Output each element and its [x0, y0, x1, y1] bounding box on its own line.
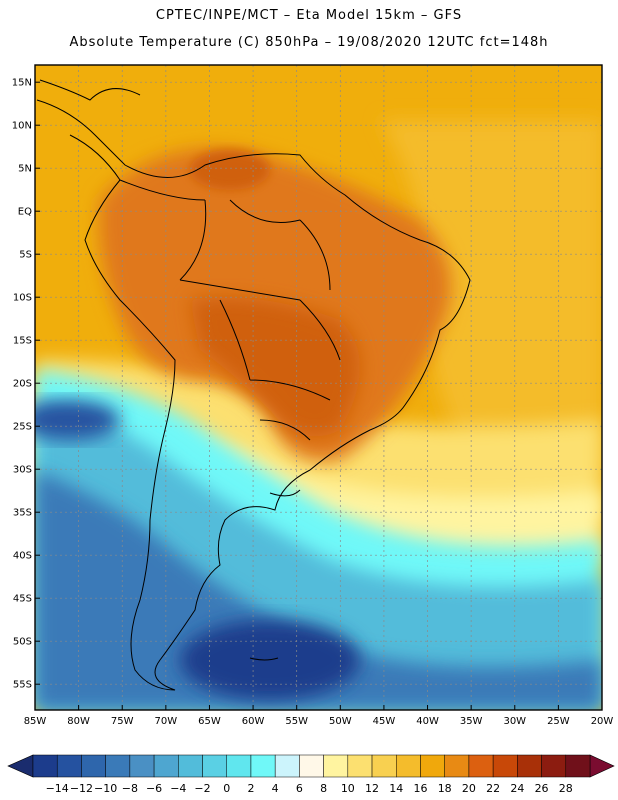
temperature-field	[35, 65, 602, 710]
lon-label: 85W	[24, 716, 47, 727]
country-borders	[119, 179, 341, 441]
lon-label: 65W	[198, 716, 221, 727]
colorbar-swatch	[81, 754, 106, 778]
colorbar-swatch	[250, 754, 276, 778]
lat-label: 15N	[12, 78, 32, 89]
lon-label: 35W	[460, 716, 483, 727]
caribbean-coast	[39, 79, 141, 101]
colorbar-label: −2	[194, 782, 210, 795]
colorbar-swatch	[323, 754, 349, 778]
la-plata-estuary	[269, 489, 301, 497]
colorbar-swatch	[178, 754, 203, 778]
coastlines	[36, 79, 471, 691]
lat-label: 35S	[13, 508, 32, 519]
title-line-1: CPTEC/INPE/MCT – Eta Model 15km – GFS	[155, 8, 463, 23]
colorbar-label: 14	[389, 782, 403, 795]
lat-label: 45S	[13, 594, 32, 605]
colorbar-swatch	[517, 754, 542, 778]
colorbar-swatch	[202, 754, 227, 778]
cold-pocket-west	[35, 400, 120, 440]
lon-label: 75W	[111, 716, 134, 727]
longitude-labels: 85W 80W 75W 70W 65W 60W 55W 50W 45W 40W 35W 30W 25W 2…	[24, 716, 614, 727]
lon-label: 70W	[155, 716, 178, 727]
colorbar-swatch	[492, 754, 518, 778]
lon-label: 25W	[547, 716, 570, 727]
colorbar-swatch	[129, 754, 155, 778]
colorbar-labels: −14 −12 −10 −8 −6 −4 −2 0 2 4 6 8 10 12 14 16 18 20 22 24 26…	[46, 782, 573, 795]
colorbar-swatch	[32, 754, 58, 778]
lat-label: 5N	[18, 164, 32, 175]
lat-label: 20S	[13, 379, 32, 390]
colorbar-label: 24	[510, 782, 524, 795]
colorbar-swatch	[105, 754, 131, 778]
lat-label: 10N	[12, 121, 32, 132]
colorbar-label: −12	[70, 782, 93, 795]
colorbar-swatch	[420, 754, 445, 778]
lat-label: 40S	[13, 551, 32, 562]
colorbar-label: 12	[365, 782, 379, 795]
very-cold-water	[35, 470, 602, 710]
lon-label: 30W	[503, 716, 526, 727]
lat-label: 25S	[13, 422, 32, 433]
latitude-labels: 15N 10N 5N EQ 5S 10S 15S 20S 25S 30S 35S 40S 45S 50S 5…	[12, 78, 32, 691]
lat-label: 10S	[13, 293, 32, 304]
lat-label: EQ	[18, 207, 32, 218]
lon-label: 45W	[373, 716, 396, 727]
colorbar-swatch	[274, 754, 300, 778]
colorbar-underflow	[7, 754, 34, 778]
colorbar-label: 26	[535, 782, 549, 795]
lon-label: 80W	[67, 716, 90, 727]
colorbar-label: 2	[247, 782, 254, 795]
hot-north	[190, 150, 270, 190]
colorbar-swatch	[299, 754, 324, 778]
colorbar-swatch	[468, 754, 494, 778]
title-line-2: Absolute Temperature (C) 850hPa – 19/08/…	[69, 35, 549, 50]
colorbar-label: −14	[46, 782, 69, 795]
colorbar-label: 10	[341, 782, 355, 795]
colorbar-label: −8	[122, 782, 138, 795]
colorbar-label: 4	[272, 782, 279, 795]
colorbar-label: −4	[170, 782, 186, 795]
colorbar-label: 0	[223, 782, 230, 795]
colorbar-overflow	[589, 754, 615, 778]
lon-label: 20W	[591, 716, 614, 727]
lat-label: 55S	[13, 680, 32, 691]
lat-label: 50S	[13, 637, 32, 648]
colorbar-swatch	[371, 754, 397, 778]
lon-label: 50W	[329, 716, 352, 727]
colorbar-label: 28	[559, 782, 573, 795]
colorbar-swatch	[565, 754, 591, 778]
colorbar-label: 6	[296, 782, 303, 795]
colorbar-label: 20	[462, 782, 476, 795]
colorbar-label: 8	[320, 782, 327, 795]
colorbar-label: −6	[146, 782, 162, 795]
south-america-coast	[36, 99, 471, 691]
colorbar-swatch	[444, 754, 470, 778]
axis-ticks	[34, 81, 603, 710]
hottest-core	[190, 297, 360, 437]
colorbar-swatch	[396, 754, 421, 778]
colorbar-swatch	[541, 754, 567, 778]
lat-label: 30S	[13, 465, 32, 476]
colorbar-label: 18	[438, 782, 452, 795]
colorbar-swatch	[153, 754, 179, 778]
lon-label: 40W	[416, 716, 439, 727]
colorbar	[7, 754, 615, 778]
colorbar-label: −10	[94, 782, 117, 795]
lat-label: 15S	[13, 336, 32, 347]
lon-label: 55W	[285, 716, 308, 727]
map-frame	[34, 64, 603, 711]
colorbar-swatch	[226, 754, 252, 778]
falkland-islands	[249, 657, 279, 661]
lon-label: 60W	[242, 716, 265, 727]
colorbar-swatch	[347, 754, 373, 778]
lat-label: 5S	[19, 250, 32, 261]
colorbar-swatch	[56, 754, 82, 778]
yellow-ocean-band	[380, 120, 602, 470]
colorbar-label: 22	[486, 782, 500, 795]
colorbar-label: 16	[413, 782, 427, 795]
